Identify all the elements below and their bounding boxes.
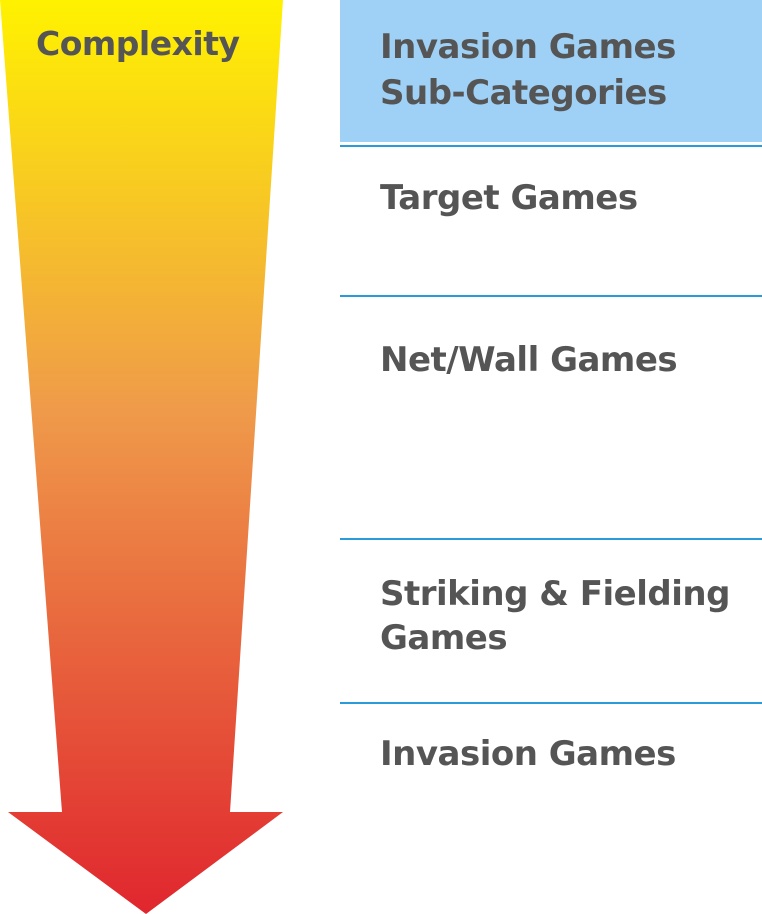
complexity-label: Complexity (36, 24, 240, 63)
category-label: Target Games (380, 178, 638, 218)
divider (340, 702, 762, 704)
complexity-arrow (0, 0, 283, 914)
divider (340, 295, 762, 297)
divider (340, 145, 762, 147)
category-label: Striking & Fielding (380, 574, 730, 614)
category-target-games: Target Games (380, 176, 760, 220)
header-title-line1: Invasion Games (380, 27, 676, 67)
complexity-arrow-shape (0, 0, 283, 914)
category-invasion-games: Invasion Games (380, 732, 760, 776)
category-label: Invasion Games (380, 734, 676, 774)
header-box: Invasion Games Sub-Categories (340, 0, 762, 142)
category-striking-fielding-games: Striking & Fielding Games (380, 572, 760, 660)
category-label-line2: Games (380, 618, 508, 658)
category-net-wall-games: Net/Wall Games (380, 338, 760, 382)
divider (340, 538, 762, 540)
header-title-line2: Sub-Categories (380, 73, 667, 113)
header-title: Invasion Games Sub-Categories (380, 24, 676, 116)
category-label: Net/Wall Games (380, 340, 678, 380)
